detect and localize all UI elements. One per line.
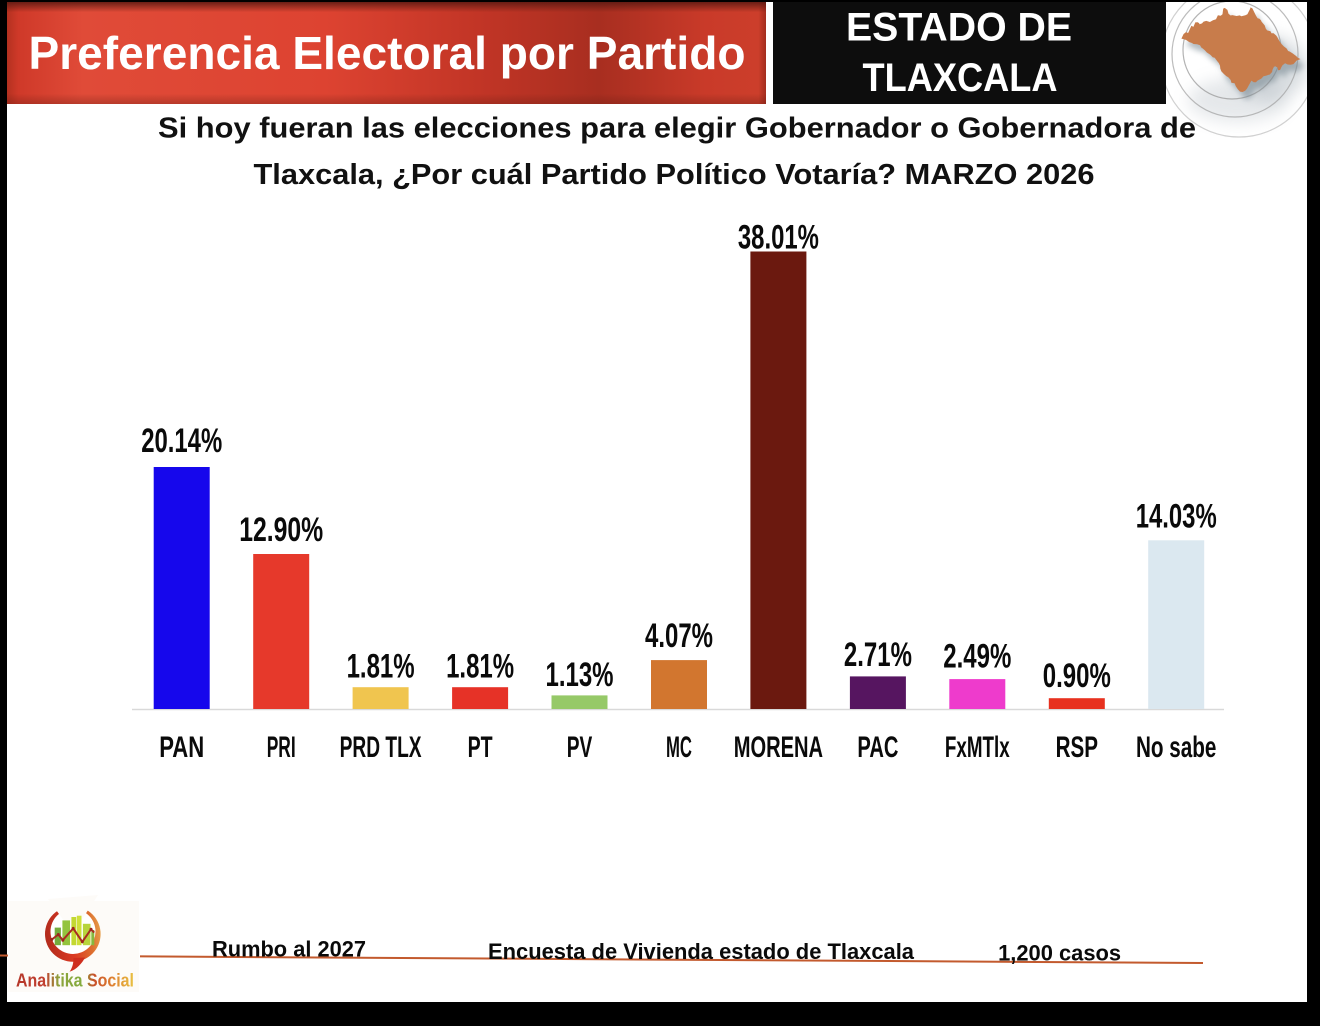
svg-text:2.49%: 2.49%: [943, 638, 1011, 676]
svg-text:4.07%: 4.07%: [645, 617, 713, 655]
svg-text:No sabe: No sabe: [1136, 731, 1216, 764]
svg-text:2.71%: 2.71%: [844, 636, 912, 674]
svg-text:PAN: PAN: [159, 731, 204, 764]
svg-text:14.03%: 14.03%: [1136, 497, 1217, 535]
svg-text:1.81%: 1.81%: [446, 647, 514, 685]
svg-text:20.14%: 20.14%: [141, 422, 222, 460]
svg-text:MORENA: MORENA: [734, 731, 823, 764]
svg-text:PRD TLX: PRD TLX: [340, 731, 422, 764]
svg-text:TLAXCALA: TLAXCALA: [863, 56, 1058, 100]
svg-text:12.90%: 12.90%: [239, 511, 323, 549]
svg-text:1.81%: 1.81%: [347, 647, 415, 685]
svg-text:38.01%: 38.01%: [738, 219, 819, 257]
svg-text:Analitika Social: Analitika Social: [16, 971, 134, 991]
svg-text:Tlaxcala, ¿Por cuál Partido Po: Tlaxcala, ¿Por cuál Partido Político Vot…: [254, 159, 1095, 191]
svg-text:PV: PV: [567, 731, 593, 764]
svg-text:PT: PT: [468, 731, 493, 764]
svg-text:PAC: PAC: [857, 731, 898, 764]
svg-text:1.13%: 1.13%: [546, 656, 614, 694]
svg-text:1,200 casos: 1,200 casos: [998, 941, 1121, 966]
svg-text:Rumbo al 2027: Rumbo al 2027: [212, 937, 366, 962]
svg-text:RSP: RSP: [1056, 731, 1098, 764]
svg-text:Preferencia Electoral por Part: Preferencia Electoral por Partido: [29, 27, 746, 79]
svg-text:ESTADO DE: ESTADO DE: [846, 6, 1072, 50]
svg-text:Encuesta de Vivienda estado de: Encuesta de Vivienda estado de Tlaxcala: [488, 939, 915, 964]
svg-text:0.90%: 0.90%: [1043, 657, 1111, 695]
svg-text:FxMTlx: FxMTlx: [945, 731, 1010, 764]
svg-text:PRI: PRI: [267, 731, 296, 764]
svg-text:Si hoy fueran las elecciones p: Si hoy fueran las elecciones para elegir…: [158, 113, 1196, 145]
svg-text:MC: MC: [666, 731, 692, 764]
